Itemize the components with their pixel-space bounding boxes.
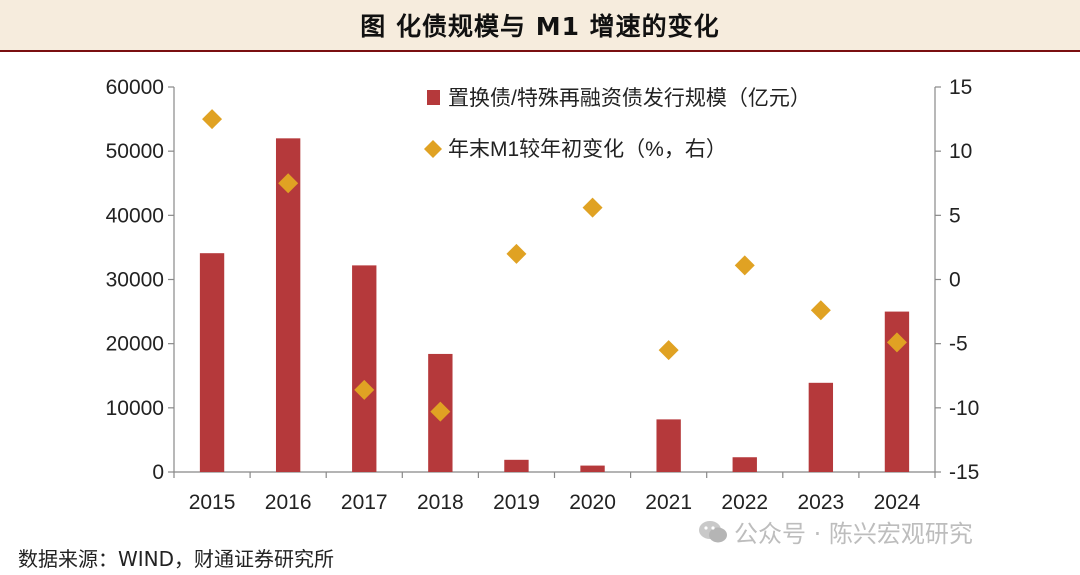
bar-2022	[732, 457, 757, 472]
x-tick-label: 2019	[493, 491, 540, 514]
point-2017	[354, 379, 375, 400]
point-2016	[278, 173, 299, 194]
y-right-tick-label: 10	[949, 140, 972, 163]
watermark-text: 公众号 · 陈兴宏观研究	[734, 520, 973, 548]
x-tick-label: 2024	[874, 491, 921, 514]
bar-2019	[504, 459, 529, 472]
wechat-icon	[699, 520, 727, 542]
x-tick-label: 2018	[417, 491, 464, 514]
y-right-tick-label: 5	[949, 204, 961, 227]
bar-2023	[808, 382, 834, 472]
y-left-tick-label: 20000	[106, 333, 164, 356]
title-bar: 图 化债规模与 M1 增速的变化	[0, 0, 1080, 52]
point-2023	[810, 300, 831, 321]
y-right-tick-label: -5	[949, 333, 968, 356]
watermark: 公众号 · 陈兴宏观研究	[698, 514, 973, 549]
point-2021	[658, 340, 679, 361]
source-note: 数据来源：WIND，财通证券研究所	[18, 547, 335, 571]
y-right-tick-label: -10	[949, 397, 979, 420]
x-tick-label: 2016	[265, 491, 312, 514]
point-2015	[202, 109, 223, 130]
point-2019	[506, 243, 527, 264]
bar-2016	[275, 138, 301, 472]
point-2022	[734, 255, 755, 276]
x-tick-label: 2015	[189, 491, 236, 514]
y-right-tick-label: -15	[949, 461, 979, 484]
legend-label-bar: 置换债/特殊再融资债发行规模（亿元）	[448, 87, 811, 110]
chart-title: 图 化债规模与 M1 增速的变化	[360, 12, 720, 41]
point-2018	[430, 401, 451, 422]
bar-2017	[352, 265, 377, 472]
bar-2021	[656, 419, 681, 472]
y-left-tick-label: 50000	[106, 140, 164, 163]
x-tick-label: 2023	[797, 491, 844, 514]
point-2024	[886, 332, 907, 353]
y-right-tick-label: 0	[949, 269, 961, 292]
point-2020	[582, 197, 603, 218]
y-left-tick-label: 60000	[106, 76, 164, 99]
legend-label-marker: 年末M1较年初变化（%，右）	[448, 138, 727, 161]
y-left-tick-label: 30000	[106, 269, 164, 292]
y-left-tick-label: 0	[152, 461, 164, 484]
bar-2015	[199, 253, 225, 472]
chart: 0 10000 20000 30000 40000 50000 60000 -15 -10 -5 0…	[106, 76, 980, 514]
x-tick-label: 2017	[341, 491, 388, 514]
y-left-tick-label: 10000	[106, 397, 164, 420]
y-left-tick-label: 40000	[106, 204, 164, 227]
x-tick-label: 2022	[721, 491, 768, 514]
bar-2020	[580, 465, 605, 472]
legend-swatch-marker	[424, 140, 442, 158]
x-tick-label: 2020	[569, 491, 616, 514]
legend-swatch-bar	[427, 90, 440, 105]
x-tick-label: 2021	[645, 491, 692, 514]
y-right-tick-label: 15	[949, 76, 972, 99]
